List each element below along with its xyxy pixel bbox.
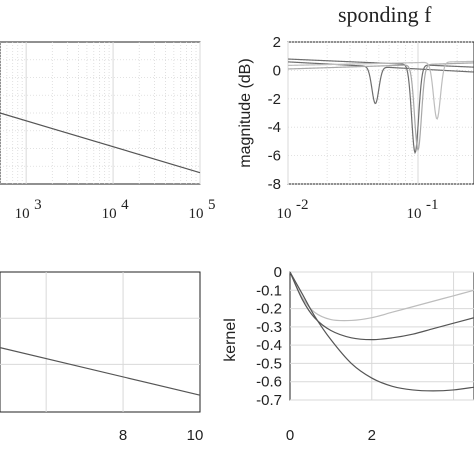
x-tick-exponent: 5	[208, 197, 216, 213]
y-tick-label: -4	[268, 119, 281, 136]
x-tick-label: 8	[119, 427, 127, 444]
x-tick-label: 10	[277, 206, 292, 222]
series-line	[289, 271, 474, 392]
series-line	[0, 112, 201, 174]
panel-bottom-left-grid	[0, 272, 200, 412]
panel-bottom-left-frame	[0, 271, 201, 413]
panel-top-right-tick-labels: 20-2-4-6-810-210-1	[268, 34, 439, 222]
y-tick-label: -0.1	[256, 282, 282, 299]
panel-top-right-grid	[287, 41, 474, 185]
x-tick-label: 10	[102, 206, 117, 222]
panel-top-right: 20-2-4-6-810-210-1 magnitude (dB)	[237, 34, 474, 222]
series-line	[0, 347, 201, 396]
x-tick-label: 10	[187, 427, 204, 444]
panel-bottom-right-series	[289, 271, 474, 392]
panel-bottom-left: 8 10	[0, 271, 203, 444]
panel-bottom-right: 0-0.1-0.2-0.3-0.4-0.5-0.6-0.70 2 kernel	[222, 264, 474, 444]
y-tick-label: -0.2	[256, 301, 282, 318]
x-tick-label: 0	[286, 427, 294, 444]
y-tick-label: -0.6	[256, 374, 282, 391]
panel-top-left-grid	[0, 42, 201, 184]
x-tick-exponent: -1	[426, 197, 439, 213]
panel-bottom-right-tick-labels: 0-0.1-0.2-0.3-0.4-0.5-0.6-0.70 2	[256, 264, 376, 444]
y-tick-label: -8	[268, 176, 281, 193]
x-tick-label: 10	[15, 206, 30, 222]
series-line	[287, 62, 474, 152]
y-tick-label: -6	[268, 148, 281, 165]
x-tick-exponent: -2	[296, 197, 309, 213]
series-line	[287, 58, 474, 155]
series-line	[287, 61, 474, 105]
x-tick-label: 2	[368, 427, 376, 444]
bottom-right-ylabel: kernel	[222, 318, 239, 362]
panel-bottom-right-grid	[290, 271, 474, 401]
x-tick-label: 10	[407, 206, 422, 222]
panel-bottom-right-frame	[289, 271, 474, 401]
y-tick-label: -0.3	[256, 319, 282, 336]
y-tick-label: 2	[273, 34, 281, 51]
y-tick-label: 0	[274, 264, 282, 281]
cropped-title-text: sponding f	[338, 2, 432, 27]
x-tick-exponent: 4	[121, 197, 129, 213]
y-tick-label: -0.7	[256, 392, 282, 409]
top-right-ylabel: magnitude (dB)	[237, 58, 254, 167]
series-line	[289, 271, 474, 341]
y-tick-label: 0	[273, 62, 281, 79]
x-tick-exponent: 3	[34, 197, 42, 213]
panel-top-left-series	[0, 112, 201, 174]
series-line	[289, 271, 474, 322]
y-tick-label: -0.4	[256, 337, 282, 354]
y-tick-label: -0.5	[256, 355, 282, 372]
series-line	[287, 60, 474, 120]
y-tick-label: -2	[268, 91, 281, 108]
panel-bottom-left-series	[0, 347, 201, 396]
panel-bottom-left-tick-labels: 8 10	[119, 427, 203, 444]
panel-top-right-series	[287, 58, 474, 155]
x-tick-label: 10	[189, 206, 204, 222]
